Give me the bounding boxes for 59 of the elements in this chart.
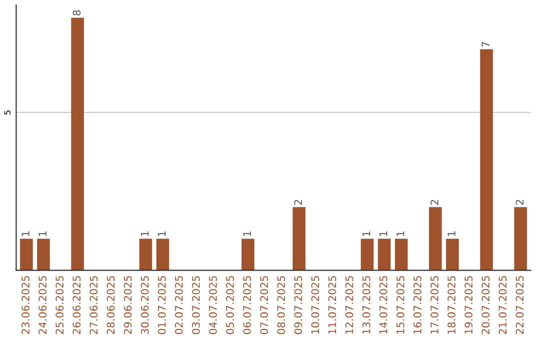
bar bbox=[37, 238, 50, 270]
data-label: 2 bbox=[516, 200, 524, 205]
x-tick-label: 17.07.2025 bbox=[430, 276, 438, 334]
bar bbox=[480, 49, 493, 270]
data-label: 1 bbox=[380, 231, 388, 236]
data-label: 1 bbox=[38, 231, 46, 236]
x-tick-label: 11.07.2025 bbox=[328, 276, 336, 334]
data-label: 7 bbox=[482, 42, 490, 47]
x-tick-label: 09.07.2025 bbox=[294, 276, 302, 334]
x-tick-label: 04.07.2025 bbox=[209, 276, 217, 334]
bar bbox=[378, 238, 391, 270]
x-tick-label: 10.07.2025 bbox=[311, 276, 320, 334]
x-tick-label: 25.06.2025 bbox=[56, 276, 64, 334]
x-tick-label: 16.07.2025 bbox=[413, 276, 422, 334]
data-label: 1 bbox=[362, 231, 370, 236]
data-label: 1 bbox=[448, 231, 456, 236]
bar bbox=[71, 18, 84, 270]
x-tick-label: 15.07.2025 bbox=[396, 276, 404, 334]
data-label: 1 bbox=[396, 231, 404, 236]
bar bbox=[394, 238, 408, 270]
x-tick-label: 23.06.2025 bbox=[22, 276, 30, 334]
bar bbox=[514, 207, 527, 270]
bar bbox=[360, 238, 374, 270]
x-tick-label: 12.07.2025 bbox=[345, 276, 354, 334]
y-tick-label: 5 bbox=[4, 110, 10, 114]
x-tick-label: 06.07.2025 bbox=[243, 276, 251, 334]
x-tick-label: 22.07.2025 bbox=[516, 276, 524, 334]
x-tick-label: 02.07.2025 bbox=[174, 276, 183, 334]
x-tick-label: 27.06.2025 bbox=[90, 276, 98, 334]
bar bbox=[156, 238, 170, 270]
bar bbox=[139, 238, 152, 270]
data-label: 8 bbox=[72, 10, 81, 16]
x-tick-label: 26.06.2025 bbox=[72, 276, 81, 334]
bar bbox=[446, 238, 459, 270]
x-tick-label: 20.07.2025 bbox=[482, 276, 490, 334]
data-label: 2 bbox=[294, 200, 302, 205]
x-tick-label: 18.07.2025 bbox=[448, 276, 456, 334]
x-tick-label: 30.06.2025 bbox=[140, 276, 149, 334]
x-tick-label: 28.06.2025 bbox=[106, 276, 115, 334]
x-tick-label: 05.07.2025 bbox=[226, 276, 234, 334]
data-label: 1 bbox=[158, 231, 166, 236]
x-tick-label: 29.06.2025 bbox=[124, 276, 132, 334]
x-tick-label: 01.07.2025 bbox=[158, 276, 166, 334]
bar bbox=[20, 238, 33, 270]
data-label: 1 bbox=[243, 231, 251, 236]
bar bbox=[242, 238, 254, 270]
data-label: 1 bbox=[22, 231, 30, 236]
x-tick-label: 21.07.2025 bbox=[498, 276, 507, 334]
bar bbox=[429, 207, 442, 270]
data-label: 1 bbox=[140, 231, 149, 236]
x-tick-label: 19.07.2025 bbox=[464, 276, 472, 334]
x-tick-label: 13.07.2025 bbox=[362, 276, 370, 334]
x-tick-label: 03.07.2025 bbox=[192, 276, 200, 334]
x-tick-label: 07.07.2025 bbox=[260, 276, 268, 334]
data-label: 2 bbox=[430, 200, 438, 205]
x-tick-label: 24.06.2025 bbox=[38, 276, 46, 334]
x-tick-label: 08.07.2025 bbox=[277, 276, 286, 334]
x-tick-label: 14.07.2025 bbox=[379, 276, 388, 334]
bar bbox=[292, 207, 306, 270]
